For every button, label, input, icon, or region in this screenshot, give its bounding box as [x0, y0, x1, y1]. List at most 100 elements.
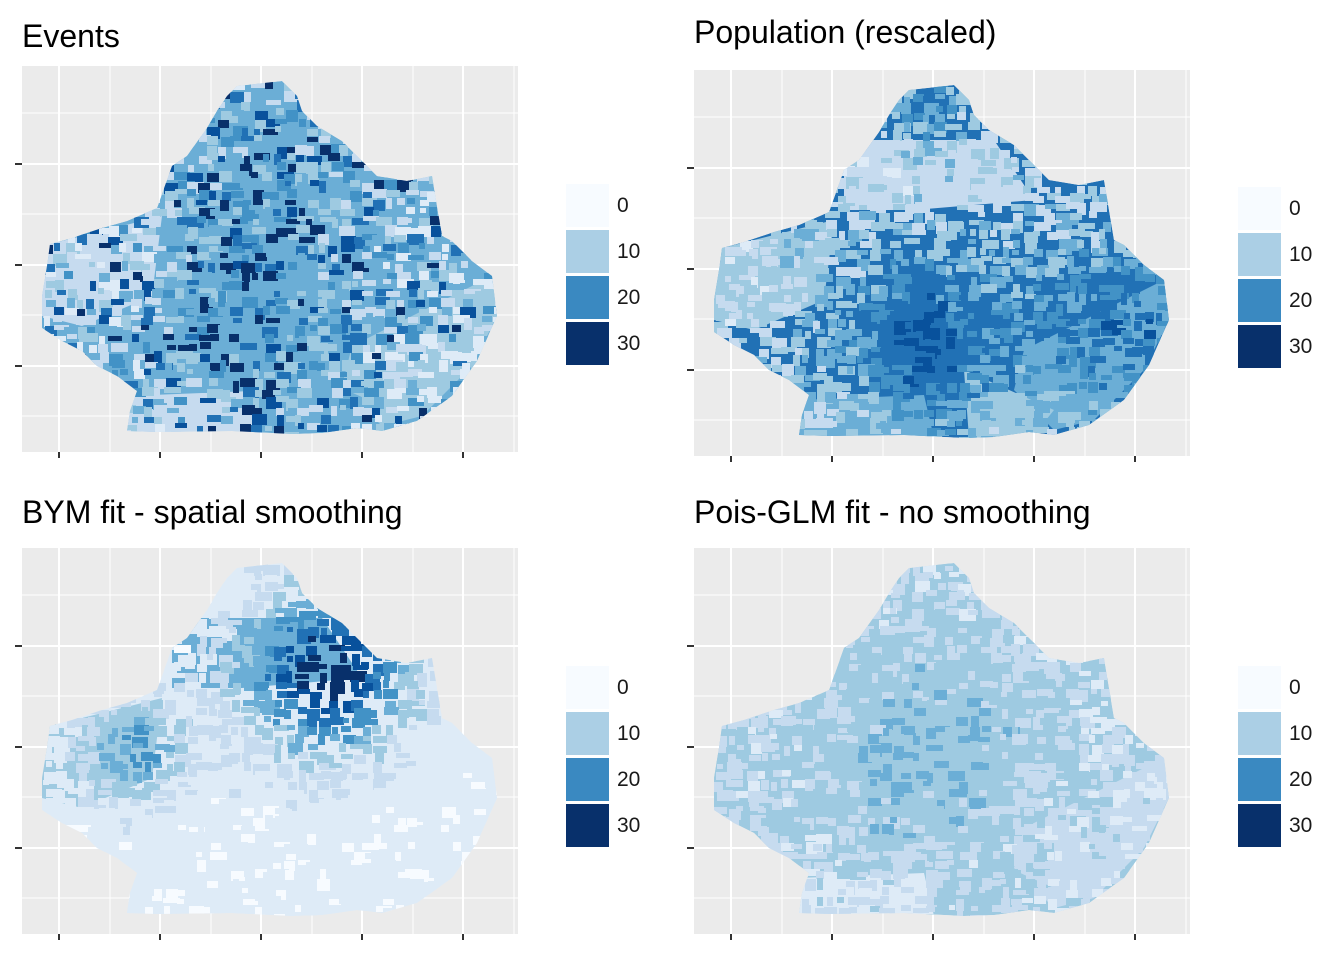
tract: [386, 291, 400, 297]
tract: [1121, 330, 1132, 339]
tract: [418, 681, 427, 687]
tract: [398, 718, 407, 728]
tract: [396, 362, 407, 373]
tract: [783, 710, 792, 715]
tract: [904, 212, 913, 220]
tract: [960, 600, 968, 607]
tract: [385, 225, 397, 237]
tract: [218, 898, 232, 903]
tract: [493, 317, 497, 322]
legend-key-30: [1238, 325, 1281, 368]
tract: [782, 364, 794, 376]
tract: [134, 369, 145, 379]
tract: [1125, 284, 1138, 289]
tract: [472, 790, 487, 800]
tract: [728, 754, 741, 765]
tract: [429, 298, 445, 309]
tract: [394, 844, 404, 849]
tract: [86, 354, 95, 365]
tract: [276, 228, 290, 237]
tract: [882, 151, 892, 157]
tract: [321, 128, 331, 138]
tract: [240, 171, 249, 179]
tract: [397, 406, 409, 411]
tract: [99, 243, 111, 248]
tract: [805, 268, 818, 279]
tract: [209, 252, 219, 258]
tract: [1037, 187, 1050, 193]
tract: [143, 379, 149, 387]
tract: [989, 185, 1000, 190]
tract: [299, 237, 315, 243]
tract: [817, 304, 824, 311]
tract: [362, 683, 377, 691]
tract: [163, 290, 178, 298]
tract: [838, 383, 851, 391]
tract: [883, 699, 895, 707]
tract: [420, 208, 426, 213]
tract: [1011, 322, 1025, 332]
tract: [220, 253, 228, 258]
tract: [362, 183, 375, 194]
tract: [308, 744, 318, 750]
tract: [320, 388, 336, 399]
tract: [67, 718, 82, 728]
tract: [263, 637, 273, 647]
tract: [902, 665, 910, 671]
tract: [276, 907, 282, 913]
tract: [233, 780, 243, 792]
tract: [850, 267, 866, 278]
tract: [262, 790, 272, 800]
tract: [471, 351, 477, 363]
tract: [847, 683, 861, 691]
tract: [286, 345, 302, 352]
tract: [959, 106, 966, 112]
tract: [1135, 274, 1152, 281]
tract: [1002, 266, 1010, 276]
tract: [288, 138, 299, 147]
tract: [870, 205, 886, 213]
tract: [319, 799, 331, 810]
tract: [251, 172, 258, 178]
legend-key-20: [1238, 279, 1281, 322]
tract: [960, 167, 969, 173]
tract: [925, 148, 942, 156]
tract: [274, 790, 285, 802]
tract: [254, 135, 269, 141]
tract: [298, 253, 305, 263]
tract: [1003, 662, 1015, 673]
tract: [242, 297, 258, 308]
tract: [879, 736, 890, 743]
tract: [251, 797, 257, 805]
tract: [342, 219, 351, 230]
tract: [1088, 328, 1100, 337]
tract: [883, 274, 897, 279]
tract: [341, 808, 356, 815]
tract: [364, 817, 371, 826]
tract: [408, 369, 422, 376]
tract: [222, 602, 228, 610]
tract: [430, 762, 439, 771]
tract: [991, 356, 1000, 366]
tract: [89, 780, 95, 786]
tract: [861, 310, 877, 319]
tract: [1000, 403, 1017, 408]
tract: [109, 797, 118, 809]
tract: [912, 366, 927, 372]
tract: [342, 300, 351, 311]
tract: [991, 168, 997, 174]
tract: [306, 146, 314, 156]
tract: [153, 798, 169, 803]
tract: [167, 844, 176, 856]
tract: [982, 609, 994, 618]
tract: [827, 202, 843, 207]
tract: [210, 352, 221, 363]
tract: [89, 345, 97, 353]
tract: [332, 264, 340, 274]
tract: [153, 709, 169, 719]
tract: [417, 725, 426, 731]
tract: [759, 357, 767, 363]
tract: [255, 111, 268, 120]
tract: [363, 345, 370, 355]
tract: [428, 343, 441, 349]
